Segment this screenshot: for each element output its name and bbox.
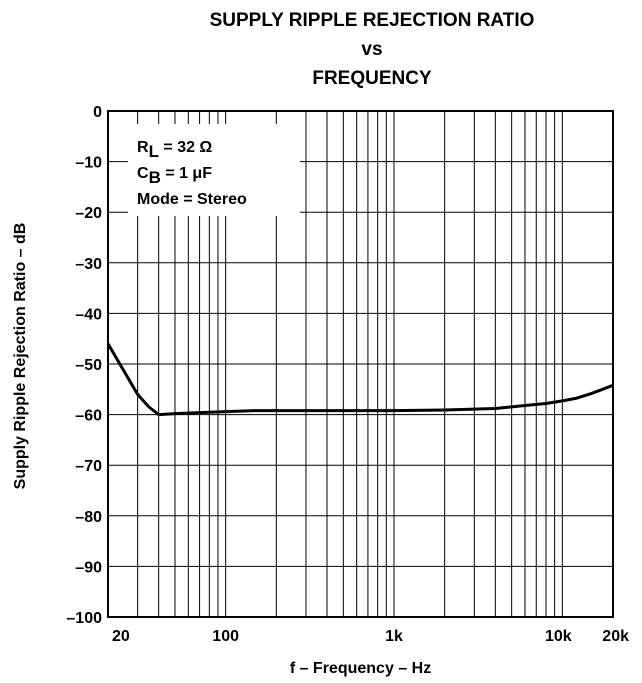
chart-title-line: vs bbox=[361, 39, 382, 60]
y-tick-label: –50 bbox=[75, 357, 102, 374]
y-tick-label: –20 bbox=[75, 205, 102, 222]
chart-title-line: SUPPLY RIPPLE REJECTION RATIO bbox=[210, 10, 535, 31]
y-axis-label: Supply Ripple Rejection Ratio – dB bbox=[12, 223, 29, 490]
plot-frame bbox=[107, 110, 614, 618]
x-tick-label: 10k bbox=[545, 628, 572, 645]
annotation-line: Mode = Stereo bbox=[137, 191, 247, 208]
x-tick-label: 20 bbox=[112, 628, 130, 645]
y-tick-labels: 0 –10 –20 –30 –40 –50 –60 –70 –80 –90 –100 bbox=[66, 104, 102, 627]
annotation-background bbox=[128, 124, 300, 216]
x-axis-label: f – Frequency – Hz bbox=[290, 660, 431, 677]
chart-title: SUPPLY RIPPLE REJECTION RATIO vs FREQUENCY bbox=[210, 10, 535, 89]
y-tick-label: –10 bbox=[75, 155, 102, 172]
annotation-line: RL = 32 Ω bbox=[137, 139, 212, 161]
chart-title-line: FREQUENCY bbox=[312, 68, 432, 89]
y-tick-label: 0 bbox=[93, 104, 102, 121]
x-tick-label: 100 bbox=[212, 628, 239, 645]
annotation-box: RL = 32 Ω CB = 1 μF Mode = Stereo bbox=[128, 124, 300, 216]
x-tick-label: 20k bbox=[602, 628, 629, 645]
y-tick-label: –40 bbox=[75, 306, 102, 323]
x-tick-label: 1k bbox=[385, 628, 403, 645]
y-tick-label: –60 bbox=[75, 408, 102, 425]
annotation-line: CB = 1 μF bbox=[137, 165, 212, 187]
series-line bbox=[106, 343, 614, 417]
y-tick-label: –100 bbox=[66, 610, 102, 627]
y-tick-label: –90 bbox=[75, 559, 102, 576]
series-group bbox=[106, 343, 614, 417]
y-tick-label: –70 bbox=[75, 458, 102, 475]
y-tick-label: –30 bbox=[75, 256, 102, 273]
y-tick-label: –80 bbox=[75, 509, 102, 526]
x-tick-labels: 20 100 1k 10k 20k bbox=[112, 628, 629, 645]
